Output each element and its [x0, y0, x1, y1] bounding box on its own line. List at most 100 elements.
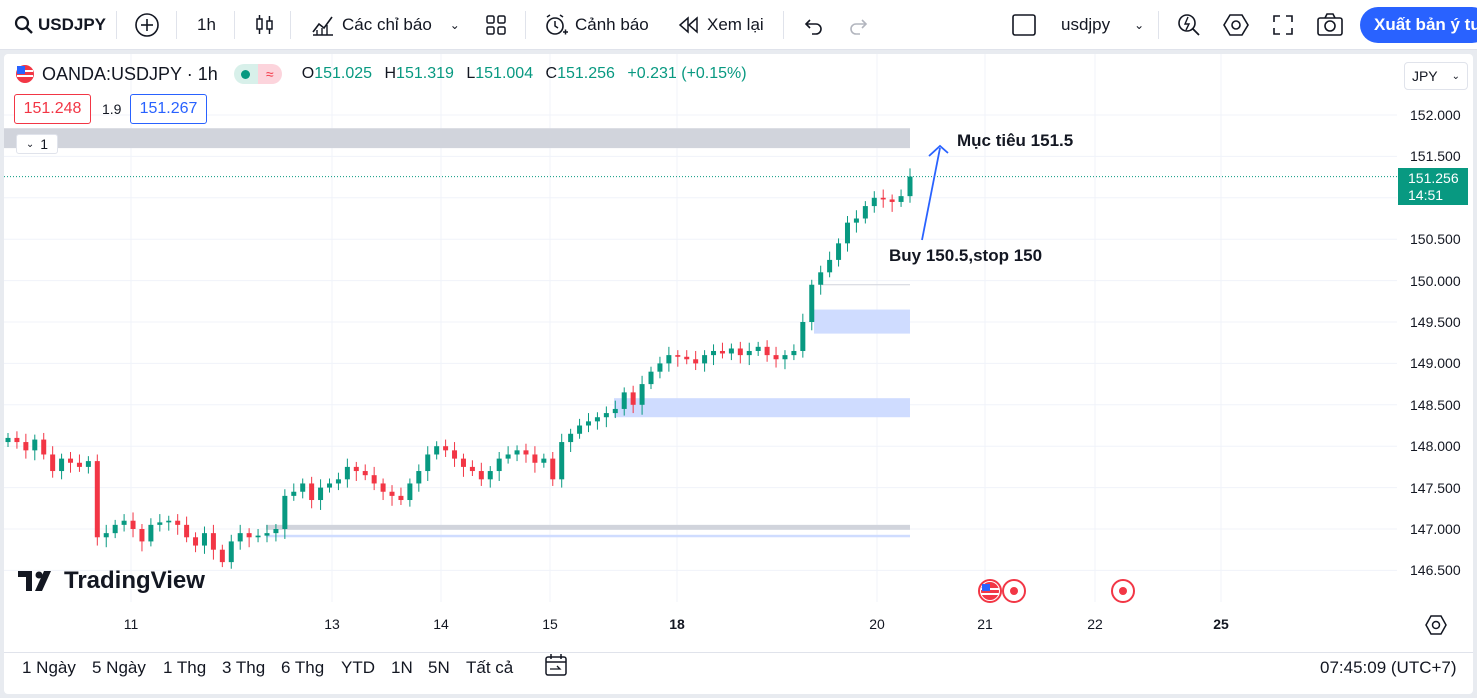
range-button[interactable]: Tất cả — [466, 658, 514, 677]
candle[interactable] — [800, 313, 806, 358]
candle[interactable] — [702, 350, 708, 372]
candle[interactable] — [14, 431, 20, 449]
candle[interactable] — [844, 216, 850, 252]
candle[interactable] — [201, 526, 207, 554]
candle[interactable] — [862, 201, 868, 224]
candle[interactable] — [603, 406, 609, 428]
economic-event-icon[interactable] — [1111, 579, 1135, 603]
support-zone[interactable] — [266, 534, 910, 538]
candle[interactable] — [728, 343, 734, 361]
candle[interactable] — [228, 534, 234, 569]
templates-button[interactable] — [484, 0, 508, 50]
candle[interactable] — [327, 478, 333, 493]
candle[interactable] — [389, 485, 395, 506]
candle[interactable] — [5, 432, 11, 448]
candle[interactable] — [309, 476, 315, 509]
candle[interactable] — [550, 451, 556, 486]
candle[interactable] — [452, 442, 458, 467]
layout-select[interactable]: usdjpy ⌄ — [1011, 0, 1144, 50]
candle[interactable] — [559, 433, 565, 488]
candle[interactable] — [246, 528, 252, 548]
candle[interactable] — [871, 191, 877, 213]
candle[interactable] — [487, 466, 493, 488]
candle[interactable] — [711, 344, 717, 366]
candle[interactable] — [460, 453, 466, 477]
candle[interactable] — [469, 460, 475, 477]
range-button[interactable]: 5 Ngày — [92, 658, 146, 677]
candle[interactable] — [380, 478, 386, 501]
settings-button[interactable] — [1223, 0, 1249, 50]
candle[interactable] — [139, 524, 145, 552]
symbol-search[interactable]: USDJPY — [14, 0, 106, 50]
fullscreen-button[interactable] — [1271, 0, 1295, 50]
resistance-zone[interactable] — [4, 128, 910, 149]
candle[interactable] — [210, 524, 216, 560]
candle[interactable] — [594, 412, 600, 430]
candle[interactable] — [827, 251, 833, 278]
goto-date-icon[interactable] — [543, 652, 569, 678]
candle[interactable] — [416, 464, 422, 492]
clock-timezone[interactable]: 07:45:09 (UTC+7) — [1320, 658, 1457, 677]
candle[interactable] — [264, 524, 270, 543]
demand-zone[interactable] — [614, 398, 910, 418]
interval-button[interactable]: 1h — [197, 15, 216, 34]
candle[interactable] — [585, 413, 591, 433]
economic-event-us-icon[interactable] — [978, 579, 1002, 603]
candle[interactable] — [791, 344, 797, 361]
candle[interactable] — [335, 472, 341, 491]
chart-type-button[interactable] — [252, 0, 278, 50]
price-axis[interactable]: 152.000151.500151.000150.500150.000149.5… — [1397, 54, 1473, 644]
candle[interactable] — [130, 512, 136, 538]
candle[interactable] — [76, 454, 82, 472]
candle[interactable] — [112, 519, 118, 539]
status-badge[interactable]: ≈ — [233, 64, 282, 84]
candle[interactable] — [853, 210, 859, 233]
candle[interactable] — [407, 478, 413, 507]
currency-select[interactable]: JPY ⌄ — [1404, 62, 1468, 90]
candle[interactable] — [496, 451, 502, 481]
candle[interactable] — [568, 428, 574, 452]
price-chart[interactable] — [4, 54, 1397, 644]
candle[interactable] — [612, 400, 618, 419]
candle[interactable] — [148, 518, 154, 547]
range-button[interactable]: 1N — [391, 658, 413, 677]
range-button[interactable]: 1 Thg — [163, 658, 207, 677]
range-button[interactable]: 1 Ngày — [22, 658, 76, 677]
candle[interactable] — [773, 346, 779, 368]
candle[interactable] — [514, 445, 520, 462]
candle[interactable] — [85, 456, 91, 474]
candle[interactable] — [103, 524, 109, 548]
candle[interactable] — [541, 453, 547, 468]
candle[interactable] — [746, 342, 752, 366]
candle[interactable] — [23, 433, 29, 459]
candle[interactable] — [219, 544, 225, 568]
range-button[interactable]: 6 Thg — [281, 658, 325, 677]
quick-search-button[interactable] — [1176, 0, 1202, 50]
collapse-button[interactable]: ⌄ 1 — [16, 134, 58, 154]
demand-zone[interactable] — [814, 309, 910, 334]
redo-button[interactable] — [848, 0, 870, 50]
snapshot-button[interactable] — [1316, 0, 1344, 50]
candle[interactable] — [523, 443, 529, 463]
candle[interactable] — [907, 168, 913, 203]
candle[interactable] — [175, 514, 181, 535]
replay-button[interactable]: Xem lại — [677, 0, 764, 50]
compare-button[interactable] — [133, 0, 161, 50]
candle[interactable] — [434, 441, 440, 460]
candle[interactable] — [237, 524, 243, 550]
candle[interactable] — [889, 194, 895, 212]
candle[interactable] — [755, 341, 761, 356]
candle[interactable] — [666, 346, 672, 372]
candle[interactable] — [193, 532, 199, 553]
economic-event-icon[interactable] — [1002, 579, 1026, 603]
support-zone[interactable] — [266, 524, 910, 530]
range-button[interactable]: YTD — [341, 658, 375, 677]
candle[interactable] — [94, 454, 100, 546]
candle[interactable] — [657, 356, 663, 379]
candle[interactable] — [719, 342, 725, 359]
candle[interactable] — [362, 464, 368, 481]
candle[interactable] — [630, 385, 636, 414]
indicators-button[interactable]: Các chỉ báo ⌄ — [310, 0, 460, 50]
candle[interactable] — [166, 515, 172, 531]
candle[interactable] — [398, 487, 404, 505]
